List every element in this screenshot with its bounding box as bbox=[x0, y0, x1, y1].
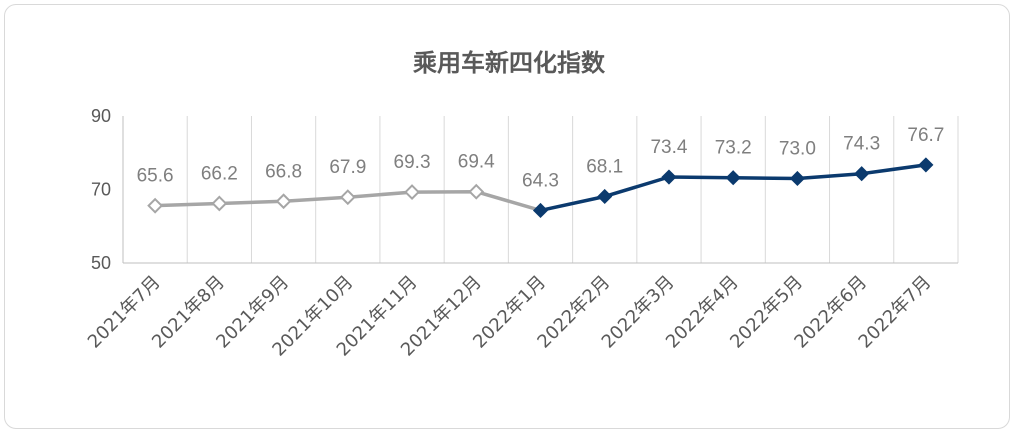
data-label: 68.1 bbox=[586, 156, 623, 177]
data-label: 73.2 bbox=[715, 138, 752, 159]
data-point-marker bbox=[339, 189, 356, 206]
data-point-marker bbox=[211, 195, 228, 212]
data-point-marker bbox=[404, 184, 420, 200]
data-label: 64.3 bbox=[522, 170, 559, 191]
chart-frame bbox=[4, 4, 1010, 429]
data-point-marker bbox=[661, 169, 677, 185]
data-point-marker bbox=[275, 193, 292, 210]
data-point-marker bbox=[468, 183, 485, 200]
data-label: 73.4 bbox=[650, 137, 687, 158]
data-label: 74.3 bbox=[843, 134, 880, 155]
data-label: 66.2 bbox=[201, 163, 238, 184]
y-tick-label: 70 bbox=[91, 180, 111, 200]
y-tick-label: 50 bbox=[91, 253, 111, 273]
chart-axes bbox=[122, 116, 958, 264]
data-point-marker bbox=[854, 166, 870, 182]
data-label: 76.7 bbox=[907, 125, 944, 146]
data-label: 66.8 bbox=[265, 161, 302, 182]
chart-markers bbox=[147, 157, 934, 219]
data-point-marker bbox=[789, 170, 805, 187]
y-axis-ticks: 50 70 90 bbox=[91, 106, 111, 273]
data-point-marker bbox=[918, 157, 934, 173]
data-label: 69.3 bbox=[394, 152, 431, 173]
chart-title: 乘用车新四化指数 bbox=[412, 49, 606, 77]
data-point-marker bbox=[532, 202, 549, 219]
chart-data-labels: 65.6 66.2 66.8 67.9 69.3 69.4 64.3 68.1 73.4 73.2… bbox=[137, 125, 945, 192]
y-tick-label: 90 bbox=[91, 106, 111, 126]
data-point-marker bbox=[597, 188, 613, 205]
data-label: 67.9 bbox=[329, 157, 366, 178]
data-point-marker bbox=[725, 170, 741, 186]
data-point-marker bbox=[147, 197, 164, 214]
data-label: 69.4 bbox=[458, 152, 495, 173]
data-label: 73.0 bbox=[779, 138, 816, 159]
data-label: 65.6 bbox=[137, 166, 174, 187]
x-axis-ticks: 2021年7月2021年8月2021年9月2021年10月2021年11月202… bbox=[84, 272, 936, 361]
